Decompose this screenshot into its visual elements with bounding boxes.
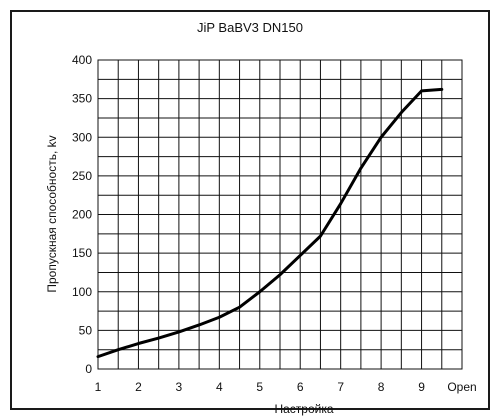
y-axis-label: Пропускная способность, kv (45, 135, 59, 292)
chart-grid (97, 59, 463, 370)
y-tick-label: 200 (72, 208, 92, 222)
y-tick-label: 300 (72, 130, 92, 144)
x-axis-label: Настройка (274, 402, 333, 416)
y-tick-label: 350 (72, 92, 92, 106)
x-tick-label: 5 (256, 380, 263, 394)
x-tick-label: 1 (95, 380, 102, 394)
chart-ticks: 0 50 100 150 200 250 300 350 400 1 2 3 4 5 6 7 8 9 Open (72, 53, 477, 394)
x-tick-label: Open (447, 380, 476, 394)
chart-title: JiP BaBV3 DN150 (197, 20, 303, 35)
series-line (96, 87, 444, 359)
plot-area (97, 59, 463, 370)
y-tick-label: 400 (72, 53, 92, 67)
y-tick-label: 50 (79, 323, 93, 337)
chart-frame (10, 10, 490, 410)
y-tick-label: 100 (72, 285, 92, 299)
y-tick-label: 250 (72, 169, 92, 183)
x-tick-label: 2 (135, 380, 142, 394)
x-tick-label: 4 (216, 380, 223, 394)
x-tick-label: 8 (378, 380, 385, 394)
y-tick-label: 0 (85, 362, 92, 376)
y-tick-label: 150 (72, 246, 92, 260)
x-tick-label: 3 (176, 380, 183, 394)
x-tick-label: 7 (337, 380, 344, 394)
x-tick-label: 6 (297, 380, 304, 394)
x-tick-label: 9 (418, 380, 425, 394)
